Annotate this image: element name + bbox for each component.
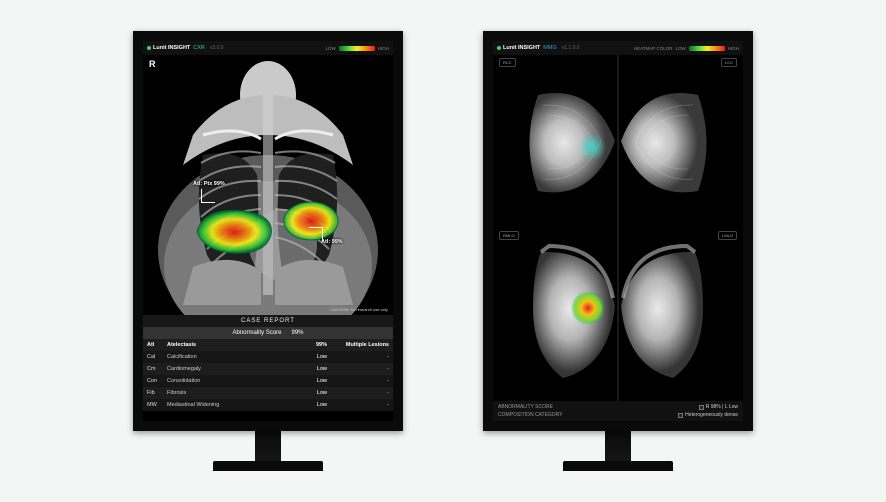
findings-table: AtlAtelectasis99%Multiple LesionsCalCalc… [143,339,393,411]
cxr-xray-svg [143,55,393,315]
annotation-label-1: Atl: Ptx 99% [193,181,225,187]
finding-code: MW [143,399,163,411]
finding-note: Multiple Lesions [331,339,393,351]
version-label: v1.1.0.0 [562,45,580,51]
finding-score: Low [297,399,331,411]
table-row[interactable]: AtlAtelectasis99%Multiple Lesions [143,339,393,351]
caution-label: CAUTION: for research use only [330,307,388,312]
finding-code: Atl [143,339,163,351]
heat-gradient-icon [339,46,375,51]
mmg-monitor: Lunit INSIGHT MMG v1.1.0.0 HEATMAP COLOR… [483,31,753,471]
heat-gradient-icon [689,46,725,51]
brand-dot-icon [147,46,151,50]
finding-score: 99% [297,339,331,351]
monitor-neck [605,431,631,461]
finding-name: Cardiomegaly [163,363,297,375]
view-label-lcc: LCC [721,58,737,67]
view-label-rcc: RCC [499,58,516,67]
finding-name: Fibrosis [163,387,297,399]
mmg-screen: Lunit INSIGHT MMG v1.1.0.0 HEATMAP COLOR… [483,31,753,431]
finding-note: - [331,363,393,375]
brand-dot-icon [497,46,501,50]
mmg-cc-row: RCC LCC [493,55,743,228]
monitor-base [563,461,673,471]
finding-code: Cm [143,363,163,375]
product-name: MMG [543,45,556,51]
abn-score-value: R 98% | L Low [699,404,738,410]
view-label-rmlo: RMLO [499,231,519,240]
finding-note: - [331,387,393,399]
mmg-brand: Lunit INSIGHT MMG v1.1.0.0 [497,45,580,51]
finding-name: Atelectasis [163,339,297,351]
finding-score: Low [297,351,331,363]
cxr-screen: Lunit INSIGHT CXR v3.0.0 LOW HIGH [133,31,403,431]
composition-value: Heterogeneously dense [678,412,738,418]
view-label-lmlo: LMLO [718,231,737,240]
finding-note: - [331,399,393,411]
table-row[interactable]: ConConsolidationLow- [143,375,393,387]
mmg-cc-svg [493,55,743,228]
finding-score: Low [297,363,331,375]
mmg-mlo-svg [493,228,743,401]
abnormality-row: Abnormality Score 99% [143,327,393,339]
finding-code: Fib [143,387,163,399]
brand-name: Lunit INSIGHT [153,45,190,51]
heat-scale: LOW HIGH [325,46,389,51]
brand-name: Lunit INSIGHT [503,45,540,51]
finding-note: - [331,351,393,363]
scale-high-label: HIGH [728,46,739,51]
cxr-brand: Lunit INSIGHT CXR v3.0.0 [147,45,224,51]
annotation-label-2: Atl: 99% [321,239,343,245]
version-label: v3.0.0 [210,45,224,51]
finding-name: Consolidation [163,375,297,387]
table-row[interactable]: MWMediastinal WideningLow- [143,399,393,411]
monitor-base [213,461,323,471]
product-name: CXR [193,45,205,51]
finding-score: Low [297,375,331,387]
finding-name: Mediastinal Widening [163,399,297,411]
cxr-header: Lunit INSIGHT CXR v3.0.0 LOW HIGH [143,41,393,55]
finding-code: Cal [143,351,163,363]
checkbox-icon[interactable] [699,405,704,410]
finding-score: Low [297,387,331,399]
mmg-mlo-row: RMLO LMLO [493,228,743,401]
table-row[interactable]: FibFibrosisLow- [143,387,393,399]
table-row[interactable]: CalCalcificationLow- [143,351,393,363]
scale-caption: HEATMAP COLOR [634,46,673,51]
checkbox-icon[interactable] [678,413,683,418]
abnormality-label: Abnormality Score [232,330,281,336]
mmg-image-viewport[interactable]: RCC LCC [493,55,743,401]
finding-note: - [331,375,393,387]
abn-score-label: ABNORMALITY SCORE [498,404,553,410]
mmg-footer: ABNORMALITY SCORE R 98% | L Low COMPOSIT… [493,401,743,421]
monitor-neck [255,431,281,461]
abnormality-value: 99% [292,330,304,336]
scale-low-label: LOW [325,46,335,51]
cxr-image-viewport[interactable]: R Atl: Ptx 99% Atl: 99% CAUTION: for res… [143,55,393,315]
composition-label: COMPOSITION CATEGORY [498,412,563,418]
laterality-marker: R [149,59,156,69]
case-report-panel: CASE REPORT Abnormality Score 99% AtlAte… [143,315,393,411]
scale-low-label: LOW [675,46,685,51]
heat-scale: HEATMAP COLOR LOW HIGH [634,46,739,51]
scale-high-label: HIGH [378,46,389,51]
finding-code: Con [143,375,163,387]
table-row[interactable]: CmCardiomegalyLow- [143,363,393,375]
cxr-monitor: Lunit INSIGHT CXR v3.0.0 LOW HIGH [133,31,403,471]
mmg-header: Lunit INSIGHT MMG v1.1.0.0 HEATMAP COLOR… [493,41,743,55]
report-title: CASE REPORT [143,315,393,327]
finding-name: Calcification [163,351,297,363]
